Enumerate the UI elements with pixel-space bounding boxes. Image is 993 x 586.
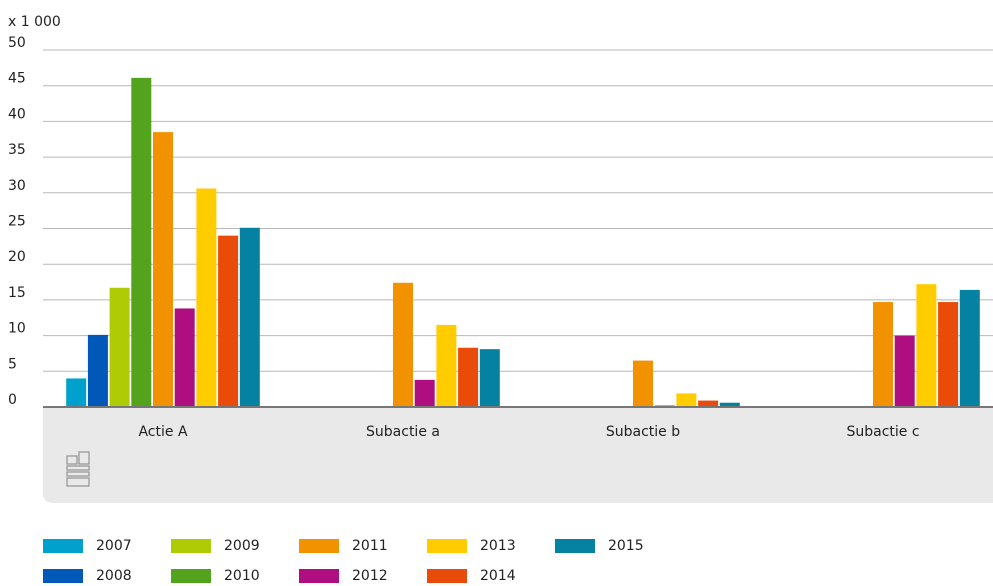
y-tick-label: 15: [8, 285, 26, 301]
bar: [719, 402, 740, 407]
bar: [153, 132, 173, 408]
y-tick-label: 30: [8, 178, 26, 194]
bar: [676, 393, 697, 407]
y-axis-label: x 1 000: [8, 14, 61, 30]
bar: [109, 287, 130, 407]
bar: [393, 282, 413, 407]
bar: [873, 302, 893, 407]
legend-label: 2013: [480, 538, 516, 554]
legend-label: 2009: [224, 538, 260, 554]
bar: [633, 360, 653, 407]
bar: [196, 188, 217, 407]
y-tick-label: 25: [8, 214, 26, 230]
bar: [938, 302, 959, 407]
bar: [174, 308, 195, 407]
legend-label: 2010: [224, 568, 260, 584]
bar: [414, 379, 435, 407]
y-tick-label: 40: [8, 106, 26, 122]
bar: [87, 334, 108, 407]
legend-swatch: [427, 569, 467, 583]
legend-swatch: [299, 569, 339, 583]
y-tick-label: 50: [8, 35, 26, 51]
legend-swatch: [43, 539, 83, 553]
legend-label: 2012: [352, 568, 388, 584]
bar: [218, 235, 239, 407]
bar: [436, 324, 457, 407]
legend-label: 2011: [352, 538, 388, 554]
logo: [66, 451, 90, 487]
legend-label: 2014: [480, 568, 516, 584]
y-tick-label: 5: [8, 356, 17, 372]
x-tick-label: Actie A: [138, 424, 187, 440]
legend-swatch: [43, 569, 83, 583]
bar: [239, 227, 260, 407]
y-tick-label: 20: [8, 249, 26, 265]
bar: [66, 378, 87, 407]
bar: [458, 347, 479, 407]
bar: [698, 400, 719, 407]
x-tick-label: Subactie b: [606, 424, 680, 440]
bar: [479, 349, 500, 407]
y-tick-label: 45: [8, 71, 26, 87]
x-tick-label: Subactie a: [366, 424, 440, 440]
y-tick-label: 35: [8, 142, 26, 158]
y-tick-label: 0: [8, 392, 17, 408]
legend-label: 2008: [96, 568, 132, 584]
bar: [131, 77, 152, 407]
legend-swatch: [171, 539, 211, 553]
y-tick-label: 10: [8, 321, 26, 337]
legend-swatch: [427, 539, 467, 553]
legend-label: 2015: [608, 538, 644, 554]
category-band: [43, 407, 993, 503]
x-tick-label: Subactie c: [846, 424, 919, 440]
bar: [894, 335, 915, 407]
bar: [959, 289, 980, 407]
bar: [916, 284, 937, 407]
legend-swatch: [555, 539, 595, 553]
legend-label: 2007: [96, 538, 132, 554]
legend-swatch: [171, 569, 211, 583]
legend-swatch: [299, 539, 339, 553]
